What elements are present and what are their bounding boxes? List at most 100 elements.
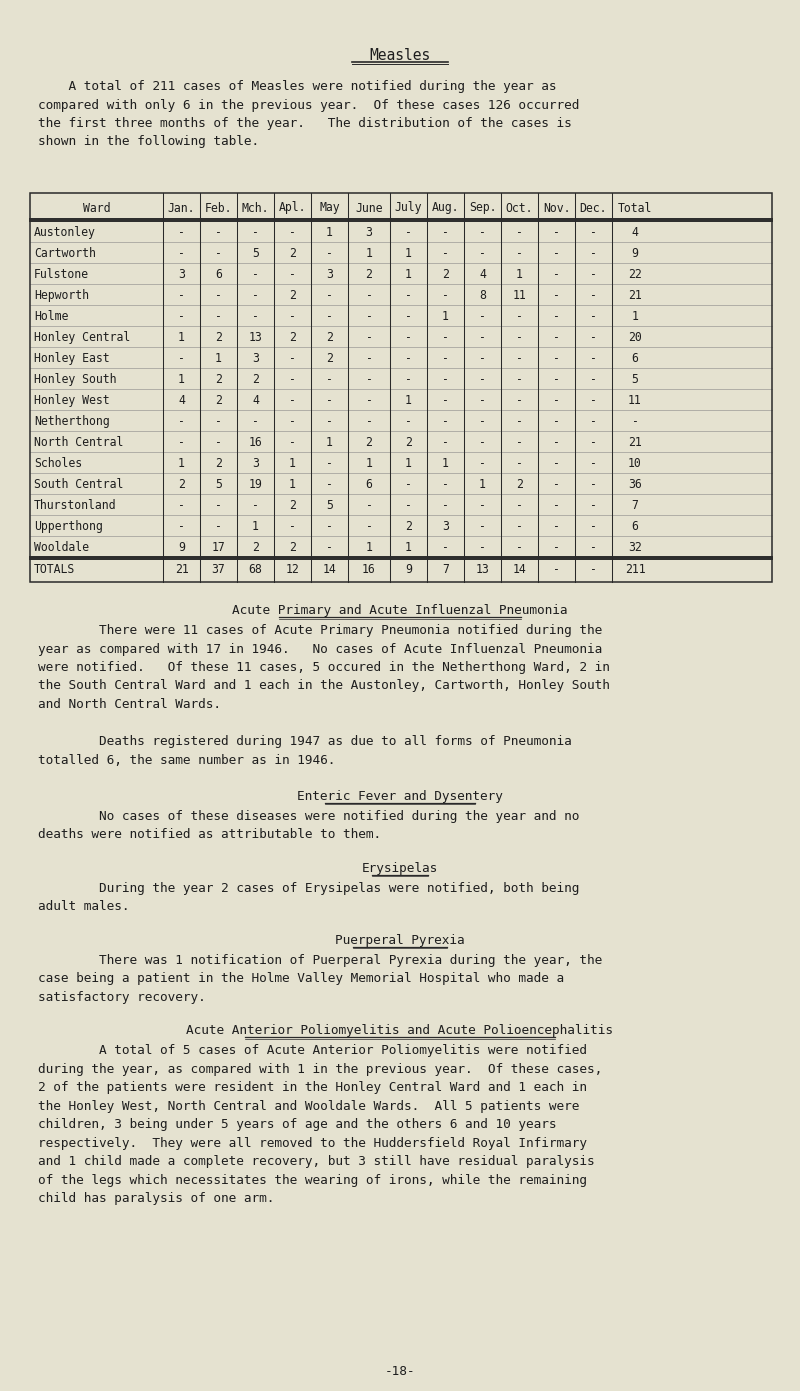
Text: -: - [442,499,449,512]
Text: Sep.: Sep. [469,202,496,214]
Text: -: - [479,541,486,554]
Text: Honley East: Honley East [34,352,110,364]
Text: -: - [479,248,486,260]
Text: 2: 2 [215,394,222,408]
Text: 6: 6 [366,479,373,491]
Text: -: - [289,352,296,364]
Text: -: - [479,373,486,385]
Text: -: - [326,520,333,533]
Text: -: - [215,499,222,512]
Text: -: - [366,352,373,364]
Text: 1: 1 [366,541,373,554]
Text: -: - [479,352,486,364]
Text: 68: 68 [249,563,262,576]
Text: 2: 2 [326,331,333,344]
Text: -: - [405,499,412,512]
Text: Measles: Measles [370,49,430,63]
Text: -: - [442,394,449,408]
Text: -: - [178,225,185,239]
Text: 2: 2 [289,541,296,554]
Text: -: - [590,499,597,512]
Text: -: - [516,499,523,512]
Text: Cartworth: Cartworth [34,248,96,260]
Text: 1: 1 [442,310,449,323]
Text: -: - [590,225,597,239]
Text: Total: Total [618,202,652,214]
Text: -: - [326,310,333,323]
Text: 1: 1 [252,520,259,533]
Text: -: - [326,479,333,491]
Text: -: - [590,541,597,554]
Text: -: - [553,331,560,344]
Text: 1: 1 [215,352,222,364]
Text: -: - [178,289,185,302]
Text: 2: 2 [215,373,222,385]
Text: -: - [215,520,222,533]
Text: -: - [516,310,523,323]
Text: 3: 3 [326,268,333,281]
Text: 2: 2 [289,331,296,344]
Text: 2: 2 [215,458,222,470]
Text: -: - [553,541,560,554]
Text: -: - [590,268,597,281]
Text: TOTALS: TOTALS [34,563,75,576]
Text: -: - [215,435,222,449]
Text: 3: 3 [178,268,185,281]
Text: -: - [516,394,523,408]
Text: -: - [289,310,296,323]
Text: 5: 5 [252,248,259,260]
Text: -: - [178,520,185,533]
Text: -: - [178,499,185,512]
Bar [30,193,772,581]
Text: -: - [289,225,296,239]
Text: -: - [289,520,296,533]
Text: 9: 9 [631,248,638,260]
Text: Puerperal Pyrexia: Puerperal Pyrexia [335,933,465,947]
Text: Scholes: Scholes [34,458,82,470]
Text: 2: 2 [252,373,259,385]
Text: Enteric Fever and Dysentery: Enteric Fever and Dysentery [297,790,503,803]
Text: 2: 2 [215,331,222,344]
Text: 1: 1 [289,458,296,470]
Text: Oct.: Oct. [506,202,534,214]
Text: -: - [326,415,333,428]
Text: -: - [215,248,222,260]
Text: -: - [479,331,486,344]
Text: There were 11 cases of Acute Primary Pneumonia notified during the
year as compa: There were 11 cases of Acute Primary Pne… [38,625,610,766]
Text: 5: 5 [215,479,222,491]
Text: -: - [516,458,523,470]
Text: 4: 4 [479,268,486,281]
Text: -: - [590,352,597,364]
Text: Honley Central: Honley Central [34,331,130,344]
Text: 11: 11 [513,289,526,302]
Text: 21: 21 [174,563,188,576]
Text: Austonley: Austonley [34,225,96,239]
Text: -: - [252,268,259,281]
Text: -: - [516,248,523,260]
Text: Honley South: Honley South [34,373,117,385]
Text: 8: 8 [479,289,486,302]
Text: 2: 2 [289,289,296,302]
Text: Fulstone: Fulstone [34,268,89,281]
Text: 1: 1 [516,268,523,281]
Text: 2: 2 [366,268,373,281]
Text: Feb.: Feb. [205,202,232,214]
Text: -: - [215,310,222,323]
Text: -: - [479,458,486,470]
Text: -: - [405,331,412,344]
Text: 2: 2 [326,352,333,364]
Text: -: - [366,394,373,408]
Text: 6: 6 [631,520,638,533]
Text: 7: 7 [442,563,449,576]
Text: -: - [442,435,449,449]
Text: -: - [366,331,373,344]
Text: -: - [252,225,259,239]
Text: -: - [553,458,560,470]
Text: 21: 21 [628,289,642,302]
Text: Holme: Holme [34,310,68,323]
Text: -: - [553,435,560,449]
Text: -: - [479,310,486,323]
Text: -: - [442,352,449,364]
Text: -: - [590,415,597,428]
Text: -: - [289,394,296,408]
